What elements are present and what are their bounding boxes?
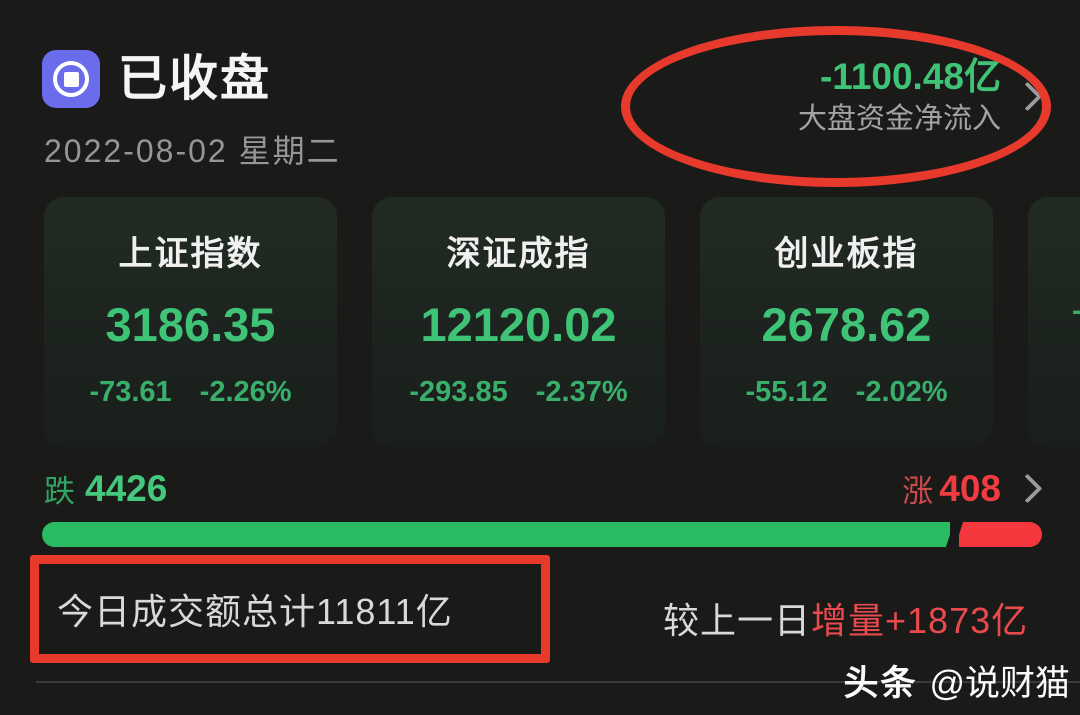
net-inflow-value: -1100.48亿 bbox=[819, 56, 1001, 97]
index-card-shenzhen[interactable]: 深证成指 12120.02 -293.85 -2.37% bbox=[372, 197, 665, 447]
decliners-label: 跌 bbox=[44, 474, 75, 509]
index-change-pct: -2.02% bbox=[855, 376, 948, 408]
index-change-row: -55.12 -2.02% bbox=[745, 378, 947, 407]
advancers-count: 408 bbox=[939, 467, 1001, 509]
index-name: 上证指数 bbox=[118, 235, 263, 273]
chevron-right-icon[interactable] bbox=[1012, 81, 1043, 111]
vs-prev-delta: 增量+1873亿 bbox=[811, 600, 1029, 641]
record-ring-icon bbox=[53, 61, 89, 97]
net-inflow-label: 大盘资金净流入 bbox=[797, 103, 1001, 135]
index-value: 2678.62 bbox=[761, 298, 932, 351]
chevron-right-icon[interactable] bbox=[1012, 473, 1043, 504]
index-card-partial[interactable]: - bbox=[1028, 197, 1080, 447]
turnover-total-text: 今日成交额总计11811亿 bbox=[57, 591, 453, 632]
index-name: 创业板指 bbox=[774, 235, 919, 273]
market-status-header: 已收盘 bbox=[42, 50, 271, 108]
index-change-pct: -2.26% bbox=[199, 376, 292, 408]
index-value: 12120.02 bbox=[420, 298, 617, 351]
index-change: -55.12 bbox=[745, 376, 828, 408]
red-box-annotation: 今日成交额总计11811亿 bbox=[30, 555, 550, 663]
watermark-handle: @说财猫 bbox=[929, 664, 1070, 703]
index-change: -73.61 bbox=[89, 376, 172, 408]
net-inflow-text-block: -1100.48亿 大盘资金净流入 bbox=[798, 58, 1001, 134]
market-breadth-row[interactable]: 跌 4426 涨 408 bbox=[44, 466, 1043, 511]
net-inflow-summary[interactable]: -1100.48亿 大盘资金净流入 bbox=[798, 58, 1043, 134]
date-label: 2022-08-02 星期二 bbox=[44, 133, 341, 169]
watermark: 头条 @说财猫 bbox=[843, 655, 1070, 706]
decliners-bar-segment bbox=[42, 522, 950, 547]
turnover-vs-prev: 较上一日 增量+1873亿 bbox=[663, 592, 1028, 644]
advance-decline-bar[interactable] bbox=[42, 522, 1042, 547]
decliners-count: 4426 bbox=[85, 467, 168, 509]
market-status-title: 已收盘 bbox=[118, 51, 272, 106]
advancers-label: 涨 bbox=[902, 474, 934, 509]
index-change-row: -293.85 -2.37% bbox=[409, 378, 627, 407]
index-name: 深证成指 bbox=[446, 235, 591, 273]
record-square-icon bbox=[63, 71, 79, 87]
vs-prev-label: 较上一日 bbox=[663, 600, 812, 641]
index-value: 3186.35 bbox=[105, 298, 276, 351]
advancers-bar-segment bbox=[958, 522, 1042, 547]
footer-divider bbox=[36, 681, 1080, 683]
index-card-chinext[interactable]: 创业板指 2678.62 -55.12 -2.02% bbox=[700, 197, 993, 447]
index-change-pct: -2.37% bbox=[535, 376, 628, 408]
index-change-row: -73.61 -2.26% bbox=[89, 378, 291, 407]
index-change-row: - bbox=[1028, 297, 1080, 326]
index-change: -293.85 bbox=[409, 376, 508, 408]
index-change: - bbox=[1072, 297, 1080, 326]
watermark-brand: 头条 bbox=[843, 664, 918, 703]
market-status-icon bbox=[42, 50, 100, 108]
index-card-shanghai[interactable]: 上证指数 3186.35 -73.61 -2.26% bbox=[44, 197, 337, 447]
